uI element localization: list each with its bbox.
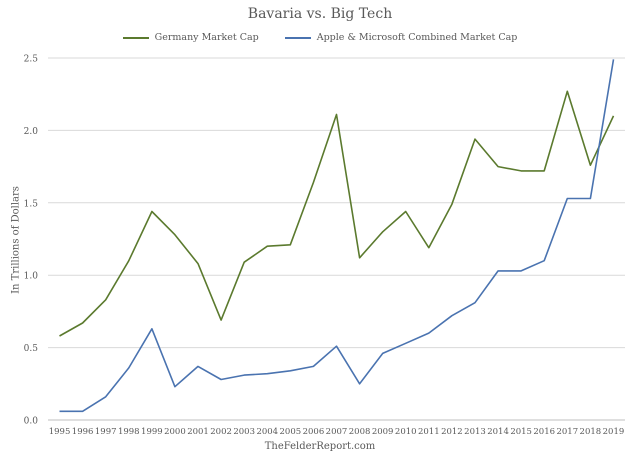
x-tick-label: 2006	[303, 427, 325, 437]
x-tick-label: 2005	[280, 427, 302, 437]
y-tick-label: 1.5	[24, 199, 39, 209]
x-tick-label: 2000	[164, 427, 186, 437]
x-tick-label: 1997	[95, 427, 117, 437]
legend-item-germany: Germany Market Cap	[122, 32, 259, 43]
x-tick-label: 2001	[187, 427, 209, 437]
x-tick-label: 2015	[510, 427, 532, 437]
legend-label-germany: Germany Market Cap	[154, 32, 259, 43]
x-tick-label: 1996	[72, 427, 94, 437]
x-tick-label: 2004	[256, 427, 278, 437]
y-tick-label: 1.0	[24, 272, 39, 282]
legend-swatch-germany	[122, 36, 149, 39]
y-tick-label: 0.0	[24, 417, 39, 427]
x-tick-label: 2019	[603, 427, 625, 437]
legend-label-apple-microsoft: Apple & Microsoft Combined Market Cap	[316, 32, 518, 43]
x-tick-label: 2008	[349, 427, 371, 437]
y-tick-label: 2.0	[24, 127, 39, 137]
x-tick-label: 2010	[395, 427, 417, 437]
x-tick-label: 2018	[580, 427, 602, 437]
x-tick-label: 2009	[372, 427, 394, 437]
series-line-germany	[59, 90, 615, 337]
x-tick-label: 2016	[533, 427, 555, 437]
series-line-apple-microsoft	[59, 59, 615, 413]
chart-title: Bavaria vs. Big Tech	[247, 6, 393, 22]
x-tick-label: 2003	[233, 427, 255, 437]
x-tick-label: 2002	[210, 427, 232, 437]
x-tick-label: 2012	[441, 427, 463, 437]
x-tick-label: 2017	[556, 427, 578, 437]
x-tick-label: 2011	[418, 427, 440, 437]
y-tick-label: 2.5	[24, 55, 39, 65]
legend: Germany Market Cap Apple & Microsoft Com…	[0, 32, 640, 43]
y-tick-label: 0.5	[24, 344, 39, 354]
source-credit: TheFelderReport.com	[264, 441, 376, 452]
x-tick-label: 1998	[118, 427, 140, 437]
legend-swatch-apple-microsoft	[284, 36, 311, 39]
x-tick-label: 1999	[141, 427, 163, 437]
legend-item-apple-microsoft: Apple & Microsoft Combined Market Cap	[284, 32, 518, 43]
x-tick-label: 1995	[49, 427, 71, 437]
x-tick-label: 2013	[464, 427, 486, 437]
x-tick-label: 2007	[326, 427, 348, 437]
x-tick-label: 2014	[487, 427, 509, 437]
